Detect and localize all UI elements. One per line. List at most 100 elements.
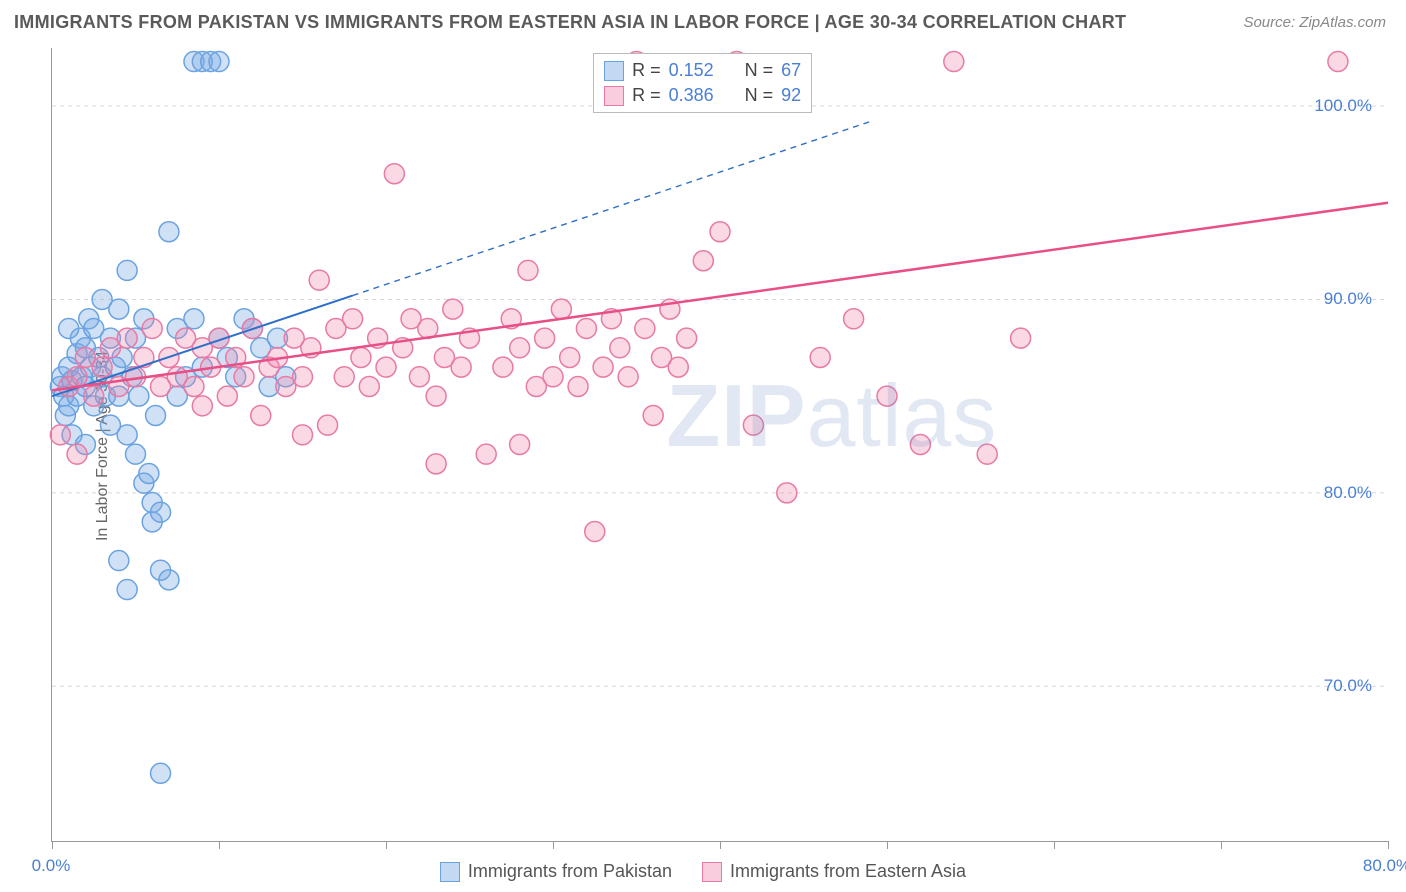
scatter-point xyxy=(1011,328,1031,348)
scatter-point xyxy=(117,580,137,600)
scatter-point xyxy=(426,386,446,406)
source-attribution: Source: ZipAtlas.com xyxy=(1243,14,1386,31)
scatter-point xyxy=(585,522,605,542)
scatter-point xyxy=(560,347,580,367)
scatter-point xyxy=(343,309,363,329)
scatter-point xyxy=(1328,52,1348,72)
scatter-point xyxy=(409,367,429,387)
scatter-point xyxy=(117,328,137,348)
scatter-point xyxy=(151,502,171,522)
scatter-point xyxy=(944,52,964,72)
scatter-point xyxy=(184,309,204,329)
scatter-point xyxy=(209,52,229,72)
x-tick xyxy=(219,841,220,849)
legend-n-label: N = xyxy=(745,83,774,108)
scatter-point xyxy=(593,357,613,377)
scatter-point xyxy=(351,347,371,367)
legend-swatch xyxy=(604,61,624,81)
x-tick-label: 80.0% xyxy=(1363,856,1406,876)
scatter-point xyxy=(693,251,713,271)
scatter-point xyxy=(551,299,571,319)
scatter-point xyxy=(293,425,313,445)
chart-svg xyxy=(52,48,1388,841)
x-tick xyxy=(887,841,888,849)
scatter-point xyxy=(635,318,655,338)
scatter-point xyxy=(117,425,137,445)
x-axis-legend: Immigrants from Pakistan Immigrants from … xyxy=(0,861,1406,882)
legend-n-label: N = xyxy=(745,58,774,83)
scatter-point xyxy=(844,309,864,329)
scatter-point xyxy=(376,357,396,377)
scatter-point xyxy=(426,454,446,474)
scatter-point xyxy=(318,415,338,435)
scatter-point xyxy=(146,405,166,425)
scatter-point xyxy=(568,376,588,396)
scatter-point xyxy=(192,396,212,416)
scatter-point xyxy=(618,367,638,387)
legend-r-value: 0.152 xyxy=(669,58,714,83)
legend-n-value: 92 xyxy=(781,83,801,108)
series-legend-label: Immigrants from Pakistan xyxy=(468,861,672,882)
scatter-point xyxy=(126,444,146,464)
y-tick-label: 90.0% xyxy=(1324,289,1372,309)
legend-r-label: R = xyxy=(632,58,661,83)
correlation-legend: R = 0.152 N = 67R = 0.386 N = 92 xyxy=(593,53,812,113)
trend-line-extrapolated xyxy=(353,121,871,295)
scatter-point xyxy=(451,357,471,377)
scatter-point xyxy=(359,376,379,396)
scatter-point xyxy=(743,415,763,435)
scatter-point xyxy=(643,405,663,425)
scatter-point xyxy=(710,222,730,242)
x-tick xyxy=(720,841,721,849)
legend-r-value: 0.386 xyxy=(669,83,714,108)
scatter-point xyxy=(117,260,137,280)
y-tick-label: 100.0% xyxy=(1314,96,1372,116)
chart-title: IMMIGRANTS FROM PAKISTAN VS IMMIGRANTS F… xyxy=(14,12,1126,33)
correlation-legend-row: R = 0.386 N = 92 xyxy=(604,83,801,108)
scatter-point xyxy=(159,570,179,590)
scatter-point xyxy=(293,367,313,387)
scatter-point xyxy=(443,299,463,319)
legend-r-label: R = xyxy=(632,83,661,108)
scatter-point xyxy=(109,551,129,571)
scatter-point xyxy=(910,435,930,455)
scatter-point xyxy=(384,164,404,184)
scatter-point xyxy=(535,328,555,348)
scatter-point xyxy=(510,338,530,358)
scatter-point xyxy=(309,270,329,290)
x-tick-label: 0.0% xyxy=(32,856,71,876)
scatter-point xyxy=(251,405,271,425)
y-tick-label: 70.0% xyxy=(1324,676,1372,696)
legend-swatch xyxy=(702,862,722,882)
scatter-point xyxy=(510,435,530,455)
x-tick xyxy=(1221,841,1222,849)
x-tick xyxy=(386,841,387,849)
scatter-point xyxy=(576,318,596,338)
scatter-point xyxy=(139,464,159,484)
chart-plot-area: 70.0%80.0%90.0%100.0%ZIPatlasR = 0.152 N… xyxy=(51,48,1388,842)
y-tick-label: 80.0% xyxy=(1324,483,1372,503)
scatter-point xyxy=(610,338,630,358)
scatter-point xyxy=(109,299,129,319)
scatter-point xyxy=(184,376,204,396)
scatter-point xyxy=(151,763,171,783)
x-tick xyxy=(1054,841,1055,849)
scatter-point xyxy=(476,444,496,464)
correlation-legend-row: R = 0.152 N = 67 xyxy=(604,58,801,83)
scatter-point xyxy=(129,386,149,406)
scatter-point xyxy=(50,425,70,445)
scatter-point xyxy=(92,357,112,377)
series-legend-label: Immigrants from Eastern Asia xyxy=(730,861,966,882)
scatter-point xyxy=(668,357,688,377)
legend-swatch xyxy=(604,86,624,106)
scatter-point xyxy=(518,260,538,280)
scatter-point xyxy=(977,444,997,464)
scatter-point xyxy=(67,444,87,464)
scatter-point xyxy=(810,347,830,367)
scatter-point xyxy=(777,483,797,503)
series-legend-item: Immigrants from Pakistan xyxy=(440,861,672,882)
x-tick xyxy=(52,841,53,849)
scatter-point xyxy=(877,386,897,406)
scatter-point xyxy=(334,367,354,387)
scatter-point xyxy=(84,386,104,406)
